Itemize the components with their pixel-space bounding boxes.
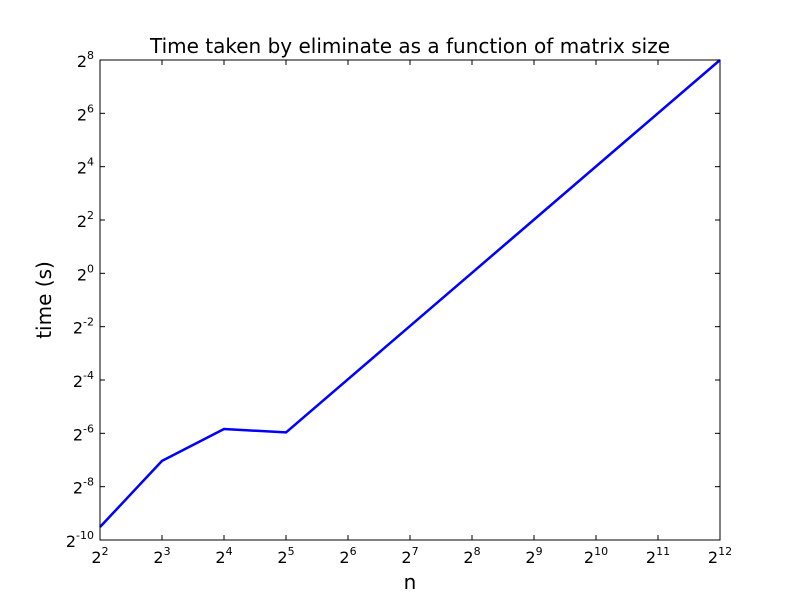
x-tick-label: 22 [91,545,108,567]
y-tick-label: 26 [77,102,94,124]
chart-title: Time taken by eliminate as a function of… [149,34,670,58]
plot-area [99,59,721,528]
x-tick-label: 210 [584,545,608,567]
y-tick-label: 2-10 [66,529,94,551]
y-axis-label: time (s) [32,261,56,339]
y-axis: 2-10 2-8 2-6 2-4 2-2 20 22 24 26 28 [66,49,720,551]
x-tick-label: 25 [277,545,294,567]
x-tick-label: 24 [215,545,232,567]
y-tick-label: 22 [77,209,94,231]
x-tick-label: 212 [708,545,732,567]
y-tick-label: 2-2 [73,316,94,338]
x-axis-label: n [404,570,417,594]
x-tick-label: 28 [463,545,480,567]
y-tick-label: 24 [77,156,94,178]
x-tick-label: 29 [525,545,542,567]
x-tick-label: 211 [646,545,670,567]
y-tick-label: 2-6 [73,422,94,444]
x-tick-label: 23 [153,545,170,567]
series-line-0 [99,59,721,528]
y-tick-label: 20 [77,262,94,284]
x-axis: 22 23 24 25 26 27 28 29 210 211 212 [91,60,732,567]
x-tick-label: 27 [401,545,418,567]
y-tick-label: 2-4 [73,369,94,391]
y-tick-label: 2-8 [73,476,94,498]
y-tick-label: 28 [77,49,94,71]
plot-frame [99,59,721,541]
x-tick-label: 26 [339,545,356,567]
